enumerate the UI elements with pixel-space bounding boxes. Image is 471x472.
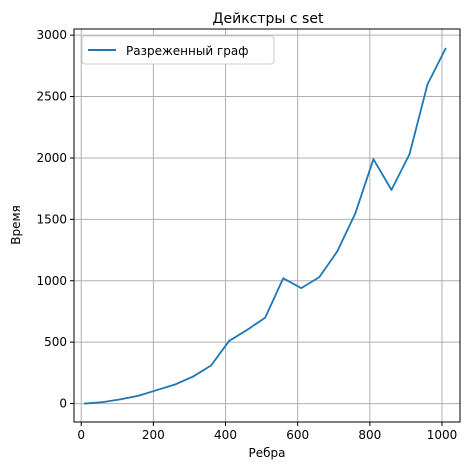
data-point — [210, 364, 212, 367]
data-point — [246, 328, 249, 331]
legend-box — [81, 35, 275, 65]
y-axis: 0 500 1000 1500 2000 2500 3000 — [36, 28, 74, 411]
x-axis-label: Ребра — [249, 446, 286, 460]
data-point — [336, 250, 339, 253]
data-point — [390, 188, 393, 191]
data-point — [101, 401, 104, 404]
data-point — [408, 153, 411, 156]
data-point — [426, 83, 429, 86]
data-point — [228, 340, 231, 342]
data-point — [83, 402, 86, 405]
y-tick-label: 2500 — [36, 90, 67, 104]
y-tick-label: 1000 — [36, 274, 67, 288]
x-tick-label: 800 — [358, 428, 381, 442]
data-point — [318, 276, 321, 278]
data-point — [372, 158, 375, 161]
y-axis-label: Время — [9, 205, 23, 245]
grid-lines — [74, 29, 460, 422]
data-point — [300, 287, 303, 290]
x-tick-label: 200 — [142, 428, 165, 442]
data-point — [156, 389, 158, 391]
x-tick-label: 400 — [214, 428, 237, 442]
legend: Разреженный граф — [81, 35, 275, 65]
data-point — [282, 277, 285, 280]
data-point — [354, 212, 357, 215]
series-layer — [83, 47, 447, 405]
x-tick-label: 1000 — [427, 428, 458, 442]
data-point — [264, 316, 267, 319]
x-tick-label: 600 — [286, 428, 309, 442]
y-tick-label: 3000 — [36, 28, 67, 42]
x-axis: 0 200 400 600 800 1000 — [77, 422, 457, 442]
y-tick-label: 500 — [44, 335, 67, 349]
chart-title: Дейкстры с set — [213, 11, 324, 27]
data-point — [174, 383, 176, 386]
x-tick-label: 0 — [77, 428, 85, 442]
data-point — [192, 375, 194, 378]
y-tick-label: 1500 — [36, 212, 67, 226]
legend-label-sparse-graph: Разреженный граф — [126, 44, 248, 58]
y-tick-label: 0 — [59, 397, 67, 411]
data-point — [119, 398, 122, 401]
data-point — [444, 47, 447, 50]
plot-frame — [73, 28, 461, 423]
data-point — [138, 394, 140, 397]
y-tick-label: 2000 — [36, 151, 67, 165]
